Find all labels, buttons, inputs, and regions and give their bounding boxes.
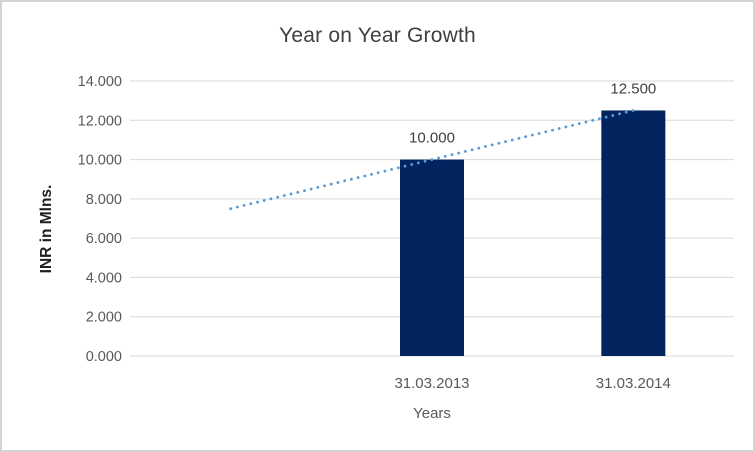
data-label: 12.500 bbox=[610, 80, 656, 97]
y-tick-label: 10.000 bbox=[78, 153, 122, 169]
y-tick-label: 6.000 bbox=[86, 231, 122, 247]
y-tick-label: 0.000 bbox=[86, 349, 122, 365]
x-category-label: 31.03.2014 bbox=[596, 375, 671, 392]
y-tick-label: 8.000 bbox=[86, 192, 122, 208]
y-tick-label: 12.000 bbox=[78, 113, 122, 129]
y-tick-label: 4.000 bbox=[86, 270, 122, 286]
bar-31.03.2013 bbox=[400, 159, 464, 356]
x-axis-title: Years bbox=[413, 405, 451, 422]
y-tick-label: 2.000 bbox=[86, 310, 122, 326]
y-tick-label: 14.000 bbox=[78, 74, 122, 90]
x-category-label: 31.03.2013 bbox=[394, 375, 469, 392]
chart-title: Year on Year Growth bbox=[279, 24, 476, 47]
bar-31.03.2014 bbox=[601, 110, 666, 356]
trendline bbox=[229, 109, 635, 211]
data-label: 10.000 bbox=[409, 130, 455, 147]
